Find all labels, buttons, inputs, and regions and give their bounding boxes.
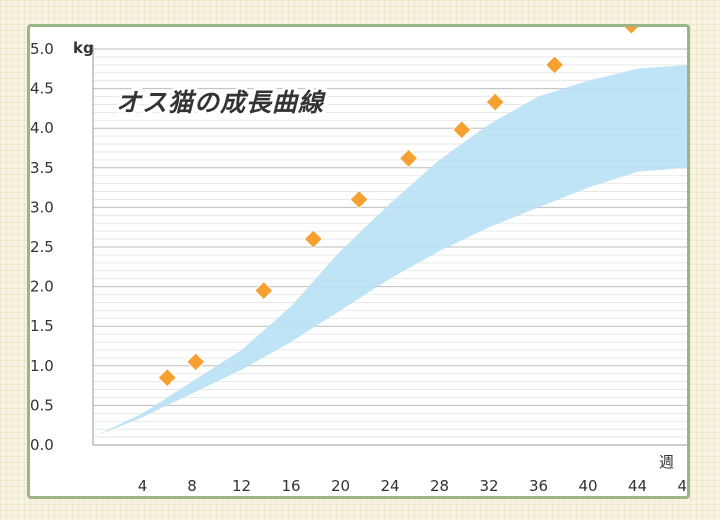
y-tick-label: 1.0 [30, 357, 54, 375]
data-point [157, 367, 177, 388]
axes [92, 45, 687, 446]
y-tick-label: 1.5 [30, 317, 54, 335]
standard-range-band [93, 64, 687, 438]
data-point [349, 189, 369, 210]
chart-title: オス猫の成長曲線 [116, 88, 326, 117]
y-tick-label: 2.5 [30, 238, 54, 256]
x-tick-label: 4 [138, 477, 148, 495]
y-tick-label: 3.5 [30, 159, 54, 177]
data-point [303, 229, 323, 249]
x-tick-label: 12 [232, 477, 251, 495]
data-point [186, 352, 206, 372]
data-point [452, 120, 472, 140]
x-tick-label: 48 [677, 477, 687, 495]
tick-labels: 0.00.51.01.52.02.53.03.54.04.55.04 8 12 16 2… [30, 40, 687, 495]
y-tick-label: 0.5 [30, 396, 54, 414]
growth-chart: 0.00.51.01.52.02.53.03.54.04.55.04 8 12 16 2… [30, 27, 687, 495]
data-point [254, 280, 274, 301]
data-point [623, 27, 640, 35]
data-points [157, 27, 640, 388]
x-tick-label: 28 [430, 477, 449, 495]
x-tick-label: 44 [628, 477, 647, 495]
y-tick-label: 3.0 [30, 198, 54, 216]
y-tick-label: 4.5 [30, 80, 54, 98]
y-tick-label: 0.0 [30, 436, 54, 454]
y-tick-label: 5.0 [30, 40, 54, 58]
data-point [485, 92, 505, 112]
x-tick-label: 36 [529, 477, 548, 495]
x-tick-label: 32 [479, 477, 498, 495]
chart-frame: 0.0 0.5 1.0 1.5 2.0 2.5 3.0 3.5 4.0 4.5 5.0 4 8 12 16 2… [27, 24, 690, 499]
data-point [398, 148, 419, 169]
y-axis-unit: kg [73, 39, 94, 57]
x-tick-label: 24 [380, 477, 399, 495]
x-axis-unit: 週 [659, 453, 674, 471]
x-tick-label: 20 [331, 477, 350, 495]
x-tick-label: 40 [578, 477, 597, 495]
x-tick-label: 8 [187, 477, 197, 495]
y-tick-label: 4.0 [30, 119, 54, 137]
x-tick-label: 16 [281, 477, 300, 495]
data-point [544, 55, 565, 75]
y-tick-label: 2.0 [30, 278, 54, 296]
